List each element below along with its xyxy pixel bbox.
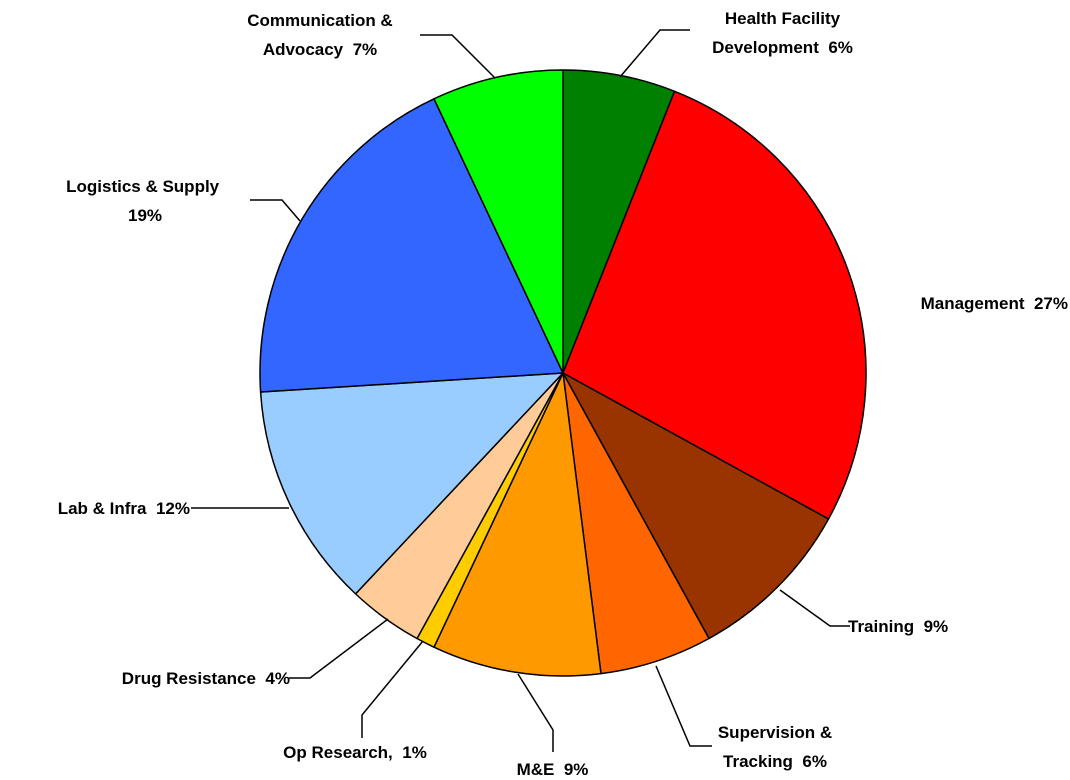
slice-label: Logistics & Supply 19%: [60, 172, 230, 230]
slice-label: Op Research, 1%: [265, 738, 445, 767]
slice-label: Communication & Advocacy 7%: [235, 6, 405, 64]
value-label: 6%: [828, 38, 853, 57]
pie-slice: [433, 372, 602, 677]
pie-slice: [562, 372, 830, 640]
slice-label: Training 9%: [848, 612, 998, 641]
slice-label: Management 27%: [860, 289, 1068, 318]
leader-line: [779, 589, 850, 627]
slice-label: Drug Resistance 4%: [40, 664, 290, 693]
category-label: Op Research,: [283, 743, 393, 762]
value-label: 6%: [802, 752, 827, 771]
leader-line: [361, 640, 424, 738]
pie-slice: [562, 90, 867, 520]
value-label: 12%: [155, 499, 190, 518]
category-label: Health Facility Development: [712, 9, 841, 57]
leader-line: [250, 199, 301, 222]
value-label: 7%: [352, 40, 378, 59]
value-label: 9%: [923, 617, 949, 636]
category-label: Supervision & Tracking: [717, 723, 833, 771]
category-label: Communication & Advocacy: [247, 11, 393, 59]
slice-label: M&E 9%: [495, 755, 610, 780]
category-label: Logistics & Supply: [66, 177, 220, 196]
leader-line: [619, 29, 690, 78]
value-label: 19%: [127, 206, 163, 225]
leader-line: [420, 34, 496, 79]
leader-line: [655, 665, 712, 747]
leader-line: [517, 673, 554, 752]
leader-line: [289, 618, 389, 679]
category-label: M&E: [516, 760, 555, 779]
value-label: 27%: [1033, 294, 1068, 313]
pie-slice: [433, 69, 564, 374]
slice-label: Lab & Infra 12%: [0, 494, 190, 523]
slice-label: Health Facility Development 6%: [690, 4, 875, 62]
value-label: 9%: [563, 760, 589, 779]
category-label: Drug Resistance: [121, 669, 256, 688]
category-label: Management: [920, 294, 1025, 313]
slice-label: Supervision & Tracking 6%: [700, 718, 850, 776]
pie-slice: [259, 98, 564, 393]
category-label: Training: [848, 617, 915, 636]
value-label: 4%: [265, 669, 290, 688]
pie-slice: [259, 372, 564, 595]
value-label: 1%: [402, 743, 427, 762]
category-label: Lab & Infra: [57, 499, 147, 518]
